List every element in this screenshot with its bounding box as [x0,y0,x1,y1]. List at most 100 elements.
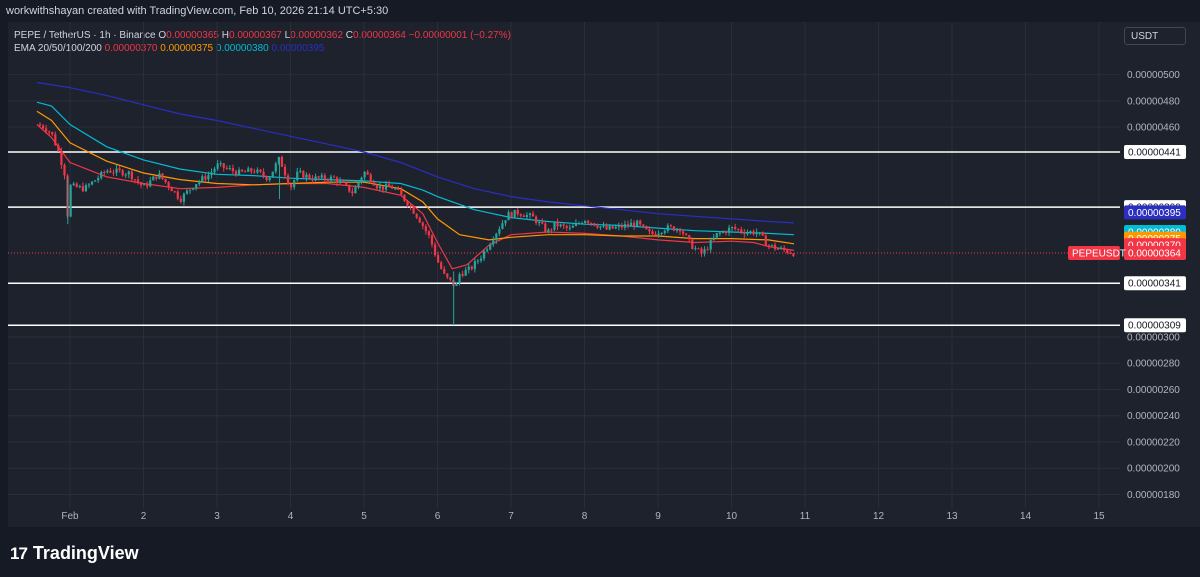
candle-body [256,169,259,173]
candle-body [489,244,492,250]
candle-body [375,185,378,189]
candle-body [167,182,170,188]
candle-body [495,233,498,241]
candle-body [498,229,501,234]
candle-body [528,213,532,216]
candle-body [406,200,409,206]
candle-body [706,249,709,251]
ema-label[interactable]: EMA 20/50/100/200 [14,43,102,54]
currency-button[interactable]: USDT [1124,27,1186,45]
ema-legend: EMA 20/50/100/200 0.00000370 0.00000375 … [14,43,324,54]
price-axis[interactable] [1120,22,1200,527]
candle-body [75,183,78,188]
candle-body [234,171,238,175]
x-tick-label: 5 [361,511,367,522]
x-tick-label: 6 [435,511,441,522]
candle-body [776,248,780,250]
candle-body [544,223,547,232]
level-price-tag [1124,276,1186,291]
candle-body [703,249,706,254]
y-tick-label: 0.00000220 [1127,437,1180,448]
level-price-label: 0.00000309 [1128,321,1181,332]
candle-body [136,179,140,183]
candle-body [761,232,764,236]
open-value: 0.00000365 [166,30,219,41]
indicator-price-tag [1124,246,1186,261]
candle-body [225,167,228,169]
y-tick-label: 0.00000480 [1127,96,1180,107]
candle-body [639,220,642,225]
candle-body [421,222,424,227]
candle-body [501,223,504,230]
candle-body [786,250,789,253]
candle-body [60,151,63,166]
candle-body [565,225,568,228]
candle-body [152,176,155,181]
candle-body [130,171,133,180]
y-tick-label: 0.00000300 [1127,333,1180,344]
candle-body [51,132,54,135]
candle-body [366,171,369,175]
candle-body [550,229,553,231]
y-tick-label: 0.00000260 [1127,385,1180,396]
candle-body [504,220,507,224]
candle-body [654,234,657,236]
x-tick-label: 12 [873,511,885,522]
high-value: 0.00000367 [228,30,282,41]
candle-body [228,168,231,170]
candle-body [648,229,651,232]
candle-body [106,170,109,173]
header-bar: workwithshayan created with TradingView.… [0,0,1200,22]
y-tick-label: 0.00000460 [1127,123,1180,134]
candle-body [675,228,679,231]
candle-body [746,232,749,235]
candle-body [164,178,167,183]
candle-body [620,225,623,228]
y-tick-label: 0.00000180 [1127,490,1180,501]
candle-body [522,215,525,218]
symbol-label[interactable]: PEPE / TetherUS · 1h · Binance [14,30,156,41]
candle-body [553,221,556,230]
candle-body [666,225,669,231]
candle-body [559,224,562,227]
candle-body [458,274,461,284]
candle-body [326,179,329,181]
candle-body [590,222,593,224]
candle-body [691,239,694,250]
indicator-price-label: 0.00000395 [1128,208,1181,219]
candle-body [424,226,427,232]
candle-body [510,212,513,218]
candle-body [433,244,437,256]
candle-body [302,170,305,178]
candle-body [443,268,446,274]
close-label: C [345,30,354,41]
candle-body [204,176,207,180]
candle-body [72,183,75,186]
candle-body [629,222,633,226]
candle-body [342,180,345,183]
tradingview-logo[interactable]: 17 TradingView [10,543,139,564]
candle-body [636,220,639,226]
chart-pane[interactable] [8,22,1120,527]
candle-body [412,206,415,214]
candle-body [48,131,51,133]
candle-body [397,188,400,190]
candle-body [250,168,253,172]
candle-body [210,172,213,176]
candle-body [372,182,375,186]
candle-body [161,173,164,179]
candle-body [773,244,777,249]
indicator-price-label: 0.00000364 [1128,249,1181,260]
candle-body [743,232,746,235]
candle-body [216,163,219,169]
candle-body [381,186,385,190]
candle-body [712,237,715,241]
candle-body [467,266,470,270]
x-tick-label: 10 [726,511,738,522]
x-tick-label: 2 [141,511,147,522]
candle-body [100,171,103,179]
candles [38,122,795,288]
candle-body [299,170,302,172]
indicator-price-tag [1124,205,1186,220]
